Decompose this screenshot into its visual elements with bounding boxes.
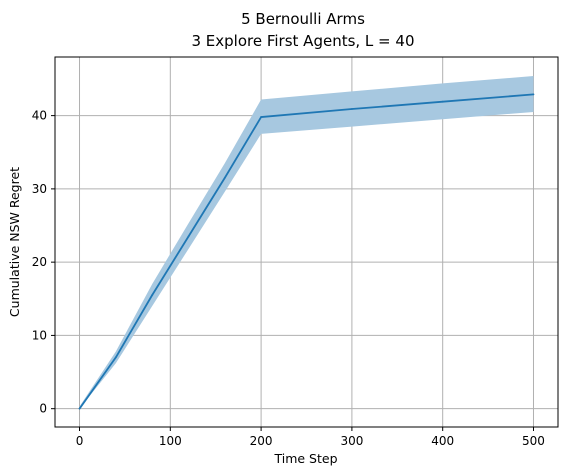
data-point [223, 176, 226, 179]
chart-title-line2: 3 Explore First Agents, L = 40 [191, 32, 414, 50]
x-tick-label: 300 [340, 434, 363, 448]
data-point [78, 407, 81, 410]
x-tick-label: 0 [76, 434, 84, 448]
y-tick-label: 0 [39, 402, 47, 416]
y-tick-label: 30 [32, 182, 47, 196]
x-axis-label: Time Step [273, 451, 337, 466]
data-point [260, 116, 263, 118]
confidence-band-layer [79, 76, 534, 409]
y-axis-label: Cumulative NSW Regret [7, 167, 22, 317]
data-point [532, 93, 535, 96]
data-point [441, 100, 444, 103]
x-tick-label: 200 [250, 434, 273, 448]
series-line-layer [78, 93, 535, 410]
chart-title-line1: 5 Bernoulli Arms [241, 10, 365, 28]
y-tick-label: 40 [32, 109, 47, 123]
x-axis-ticks: 0 100 200 300 400 500 [76, 427, 545, 448]
data-point [350, 108, 353, 110]
plot-frame [54, 56, 559, 428]
series-line [78, 93, 534, 410]
data-point [114, 356, 117, 359]
y-axis-ticks: 0 10 20 30 40 [32, 109, 55, 416]
data-point [187, 235, 190, 238]
x-tick-label: 500 [522, 434, 545, 448]
data-point [151, 294, 154, 297]
confidence-band [79, 76, 534, 409]
x-tick-label: 400 [431, 434, 454, 448]
y-tick-label: 10 [32, 328, 47, 342]
x-tick-label: 100 [159, 434, 182, 448]
y-tick-label: 20 [32, 255, 47, 269]
